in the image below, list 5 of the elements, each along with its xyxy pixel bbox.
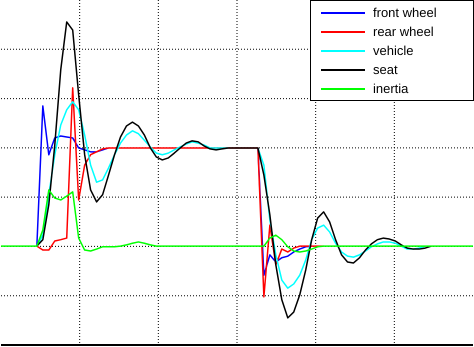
legend-label: seat <box>373 62 398 77</box>
legend-label: front wheel <box>373 5 437 20</box>
legend-label: vehicle <box>373 43 414 58</box>
legend-label: inertia <box>373 81 408 96</box>
legend-label: rear wheel <box>373 24 434 39</box>
